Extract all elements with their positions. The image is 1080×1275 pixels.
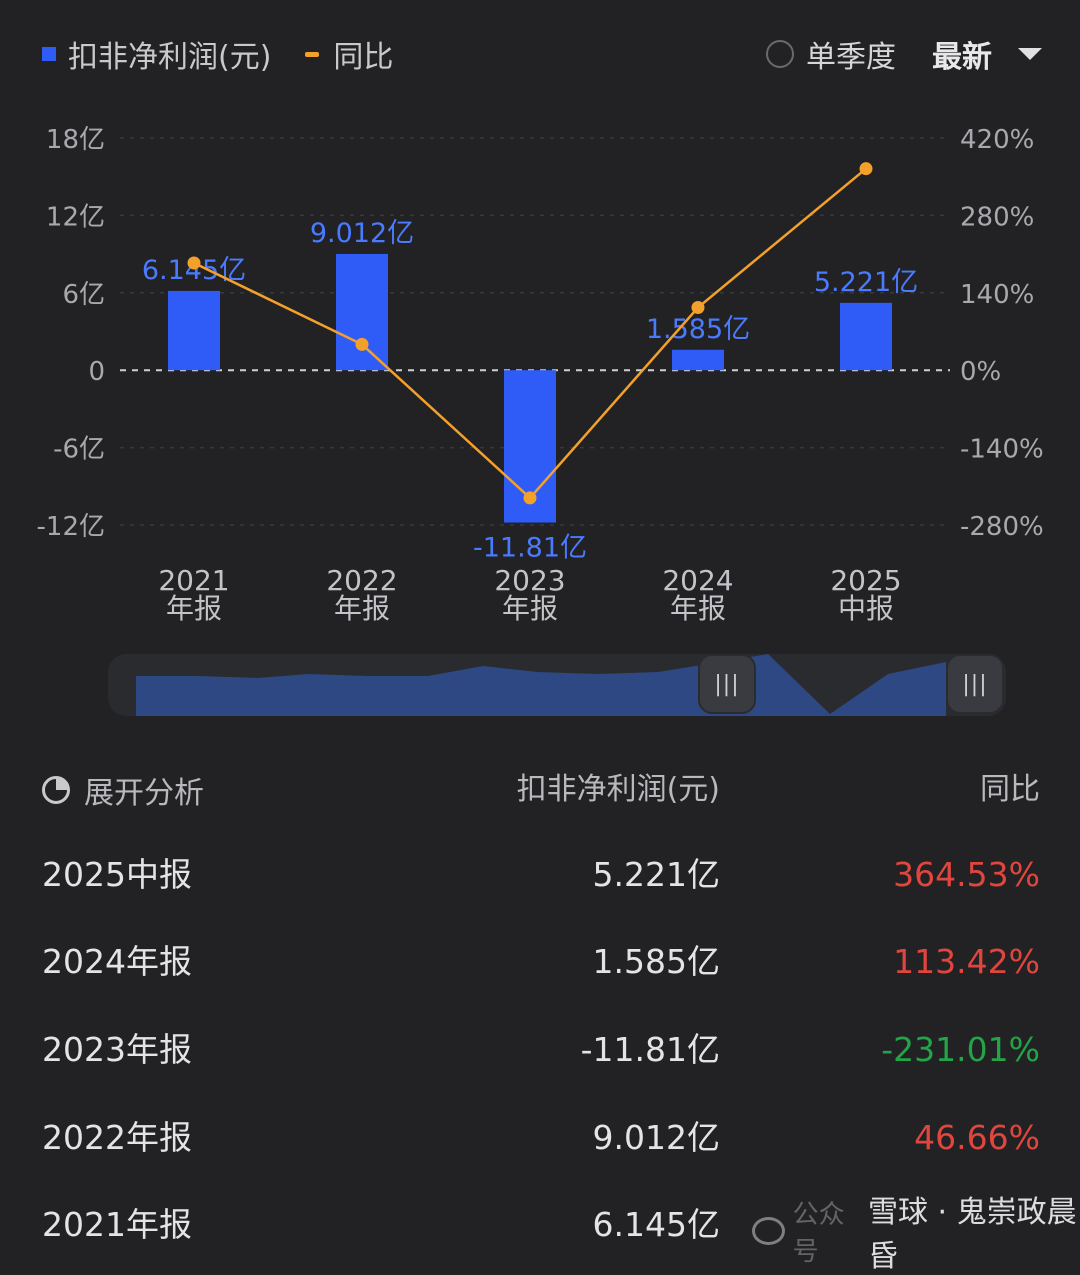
bar — [168, 290, 220, 371]
row-value: 6.145亿 — [592, 1205, 720, 1244]
y-left-tick-label: -12亿 — [37, 512, 105, 542]
x-tick-label: 2025 中报 — [830, 564, 901, 625]
range-handle-right[interactable]: ||| — [946, 654, 1004, 714]
y-right-tick-label: 140% — [960, 280, 1034, 310]
line-legend-swatch — [305, 51, 320, 57]
legend-series1-label: 扣非净利润(元) — [68, 40, 272, 75]
yoy-point — [187, 256, 201, 270]
row-period: 2021年报 — [42, 1205, 192, 1244]
row-value: 9.012亿 — [592, 1118, 720, 1157]
latest-dropdown-label[interactable]: 最新 — [932, 40, 992, 75]
row-yoy: 364.53% — [893, 855, 1040, 894]
yoy-point — [691, 300, 705, 314]
table-row[interactable]: 2023年报 -11.81亿 -231.01% — [42, 1025, 1040, 1075]
bar — [672, 349, 724, 371]
row-yoy: -231.01% — [881, 1030, 1040, 1069]
x-tick-label: 2024 年报 — [662, 564, 733, 625]
single-quarter-radio[interactable] — [766, 40, 794, 68]
bar-data-label: -11.81亿 — [473, 533, 587, 564]
row-yoy: 113.42% — [893, 942, 1040, 981]
x-tick-label: 2023 年报 — [494, 564, 565, 625]
bar-data-label: 5.221亿 — [814, 267, 918, 298]
x-tick-label: 2021 年报 — [158, 564, 229, 625]
y-right-tick-label: -140% — [960, 435, 1044, 465]
chevron-down-icon[interactable] — [1018, 48, 1042, 60]
yoy-point — [355, 337, 369, 351]
watermark-text: 雪球 · 鬼崇政晨昏 — [867, 1195, 1077, 1274]
range-handle-left[interactable]: ||| — [698, 654, 756, 714]
watermark: 公众号 雪球 · 鬼崇政晨昏 — [752, 1195, 1080, 1274]
table-row[interactable]: 2021年报 6.145亿 — [42, 1200, 1040, 1250]
single-quarter-label[interactable]: 单季度 — [806, 40, 896, 75]
bar — [336, 253, 388, 371]
wechat-icon — [752, 1217, 785, 1245]
row-period: 2025中报 — [42, 855, 192, 894]
y-left-tick-label: 0 — [88, 357, 105, 387]
row-value: -11.81亿 — [580, 1030, 720, 1069]
range-scroller[interactable] — [108, 654, 1006, 716]
row-value: 1.585亿 — [592, 942, 720, 981]
bar-legend-swatch — [42, 47, 56, 61]
row-period: 2022年报 — [42, 1118, 192, 1157]
bar-data-label: 1.585亿 — [646, 314, 750, 345]
row-value: 5.221亿 — [592, 855, 720, 894]
chart-controls: 单季度 最新 — [766, 30, 1042, 78]
table-row[interactable]: 2024年报 1.585亿 113.42% — [42, 937, 1040, 987]
y-left-tick-label: 18亿 — [46, 125, 105, 155]
y-right-tick-label: 0% — [960, 357, 1001, 387]
scroller-preview — [136, 654, 946, 716]
y-left-tick-label: 6亿 — [62, 280, 105, 310]
table-row[interactable]: 2025中报 5.221亿 364.53% — [42, 850, 1040, 900]
row-yoy: 46.66% — [914, 1118, 1040, 1157]
row-period: 2024年报 — [42, 942, 192, 981]
expand-analysis-button[interactable]: 展开分析 — [42, 768, 204, 812]
y-left-tick-label: 12亿 — [46, 202, 105, 232]
yoy-point — [523, 491, 537, 505]
y-right-tick-label: 420% — [960, 125, 1034, 155]
header-value: 扣非净利润(元) — [516, 772, 720, 807]
table-row[interactable]: 2022年报 9.012亿 46.66% — [42, 1113, 1040, 1163]
profit-chart: 18亿 12亿 6亿 0 -6亿 -12亿 420% 280% 140% 0% -140% -280%… — [37, 125, 1044, 625]
header-yoy: 同比 — [980, 772, 1040, 807]
watermark-ghost-text: 公众号 — [792, 1200, 845, 1267]
y-left-tick-label: -6亿 — [53, 435, 105, 465]
pie-chart-icon — [42, 776, 70, 804]
y-right-tick-label: -280% — [960, 512, 1044, 542]
bar-data-label: 9.012亿 — [310, 218, 414, 249]
table-header: 展开分析 扣非净利润(元) 同比 — [42, 768, 1040, 812]
row-period: 2023年报 — [42, 1030, 192, 1069]
bar — [840, 302, 892, 371]
x-tick-label: 2022 年报 — [326, 564, 397, 625]
yoy-point — [859, 162, 873, 176]
expand-analysis-label: 展开分析 — [84, 776, 204, 811]
chart-legend: 扣非净利润(元) 同比 — [42, 30, 393, 78]
y-right-tick-label: 280% — [960, 202, 1034, 232]
legend-series2-label: 同比 — [333, 40, 394, 75]
